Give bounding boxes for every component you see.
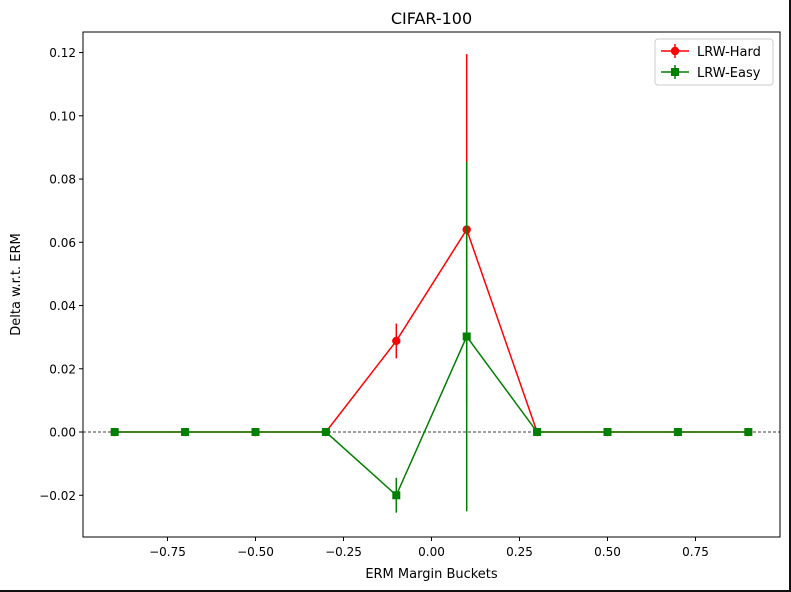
legend-label-lrw-hard: LRW-Hard	[697, 45, 761, 60]
data-point-lrw-easy	[392, 491, 401, 500]
data-point-lrw-hard	[392, 336, 401, 346]
x-axis-label: ERM Margin Buckets	[365, 567, 498, 582]
chart-title: CIFAR-100	[391, 9, 472, 28]
data-layer	[83, 54, 780, 513]
x-tick-label: 0.00	[418, 545, 445, 559]
y-tick-label: 0.10	[49, 109, 76, 123]
y-tick-label: 0.08	[49, 173, 76, 187]
data-point-lrw-easy	[462, 332, 471, 341]
legend-marker-lrw-easy	[671, 68, 679, 76]
data-point-lrw-easy	[673, 428, 682, 437]
y-tick-label: 0.04	[49, 299, 76, 313]
y-tick-label: 0.02	[49, 362, 76, 376]
x-tick-label: 0.50	[594, 545, 621, 559]
x-tick-label: 0.75	[682, 545, 709, 559]
x-tick-label: −0.75	[149, 545, 186, 559]
data-point-lrw-easy	[251, 428, 260, 437]
legend-item-lrw-hard: LRW-Hard	[661, 44, 761, 60]
axes-layer: −0.75 −0.50 −0.25 0.00 0.25 0.50 0.75 −0.02 0.00…	[39, 46, 709, 559]
y-tick-label: 0.06	[49, 236, 76, 250]
series-line-lrw-hard	[114, 227, 749, 433]
x-tick-label: 0.25	[506, 545, 533, 559]
legend: LRW-Hard LRW-Easy	[654, 38, 774, 86]
data-point-lrw-easy	[181, 428, 190, 437]
data-point-lrw-easy	[533, 428, 542, 437]
series-lrw-easy	[110, 161, 753, 513]
series-line-lrw-easy	[114, 335, 749, 497]
y-tick-label: 0.00	[49, 426, 76, 440]
data-point-lrw-easy	[603, 428, 612, 437]
data-point-lrw-easy	[110, 428, 119, 437]
y-axis-label: Delta w.r.t. ERM	[9, 233, 24, 336]
data-point-lrw-easy	[744, 428, 753, 437]
legend-item-lrw-easy: LRW-Easy	[661, 65, 761, 81]
legend-marker-lrw-hard	[670, 46, 680, 56]
data-point-lrw-easy	[321, 428, 330, 437]
series-lrw-hard	[110, 54, 753, 437]
y-tick-label: 0.12	[49, 46, 76, 60]
legend-label-lrw-easy: LRW-Easy	[697, 66, 761, 81]
x-tick-label: −0.50	[237, 545, 274, 559]
y-tick-label: −0.02	[39, 489, 76, 503]
x-tick-label: −0.25	[325, 545, 362, 559]
